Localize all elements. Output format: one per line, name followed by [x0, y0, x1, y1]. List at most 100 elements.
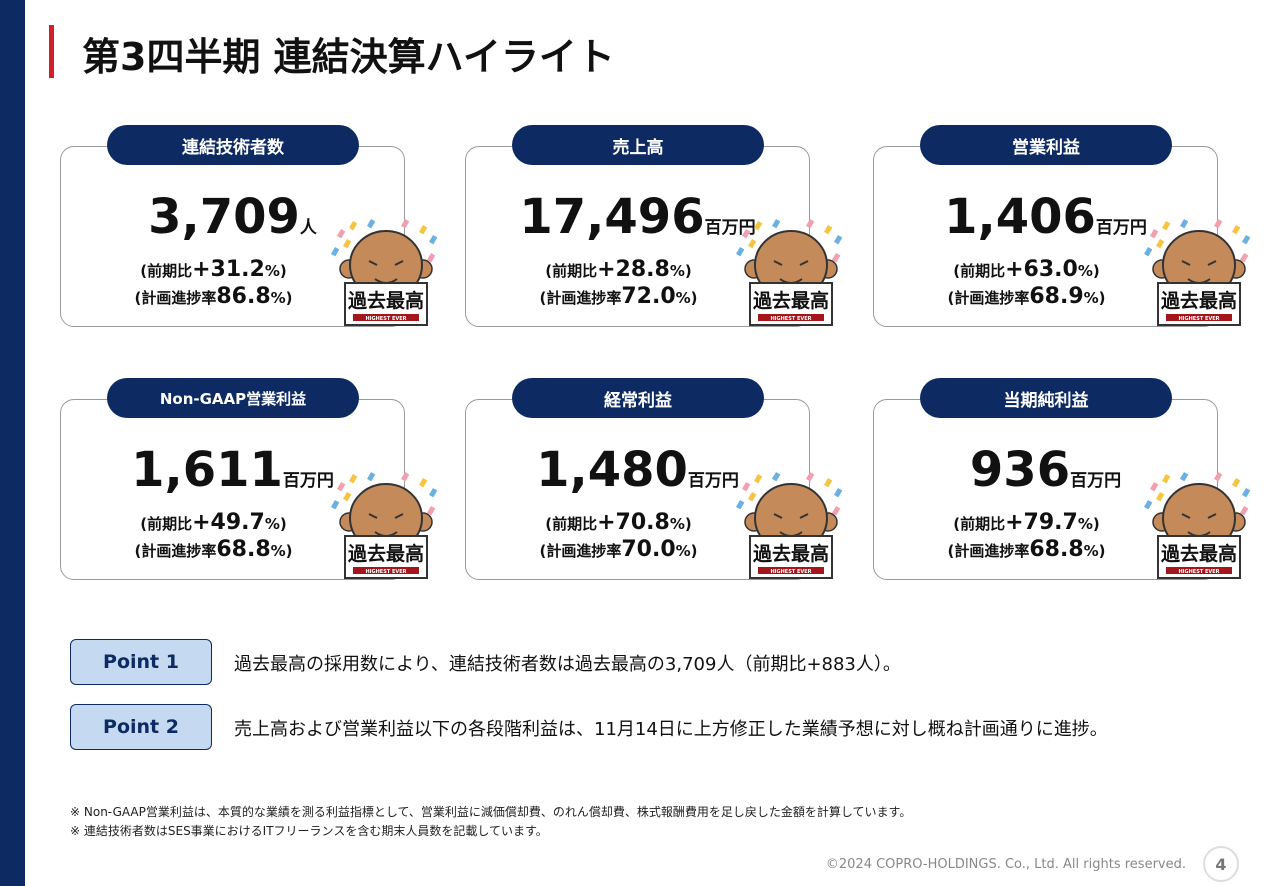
point-label: Point 2 [70, 704, 212, 750]
value-line: 17,496百万円 [466, 189, 809, 245]
yoy-line: (前期比+70.8%) [446, 510, 791, 535]
yoy-line: (前期比+28.8%) [446, 257, 791, 282]
note: ※ 連結技術者数はSES事業におけるITフリーランスを含む期末人員数を記載してい… [70, 824, 548, 838]
yoy-line: (前期比+79.7%) [854, 510, 1199, 535]
metric-card: 当期純利益 936百万円 (前期比+79.7%) (計画進捗率68.8%) 過去最高 HI… [873, 378, 1251, 580]
plan-line: (計画進捗率86.8%) [41, 284, 386, 309]
plan-value: 70.0 [621, 537, 676, 562]
note: ※ Non-GAAP営業利益は、本質的な業績を測る利益指標として、営業利益に減価… [70, 805, 912, 819]
metric-card: 連結技術者数 3,709人 (前期比+31.2%) (計画進捗率86.8%) 過去最高 H… [60, 125, 438, 327]
plan-unit: %) [1083, 289, 1106, 307]
plan-line: (計画進捗率72.0%) [446, 284, 791, 309]
metric-card: 経常利益 1,480百万円 (前期比+70.8%) (計画進捗率70.0%) 過去最高 H… [465, 378, 843, 580]
plan-label: (計画進捗率 [539, 289, 622, 307]
unit: 百万円 [282, 471, 334, 491]
metric-card: 営業利益 1,406百万円 (前期比+63.0%) (計画進捗率68.9%) 過去最高 H… [873, 125, 1251, 327]
plan-line: (計画進捗率68.8%) [854, 537, 1199, 562]
badge-sub: HIGHEST EVER [1178, 569, 1219, 575]
badge: 過去最高 [753, 542, 829, 565]
value: 1,480 [536, 442, 688, 498]
mascot: 過去最高 HIGHEST EVER [1144, 472, 1251, 579]
yoy-unit: %) [1077, 262, 1100, 280]
yoy-unit: %) [669, 262, 692, 280]
yoy-value: +70.8 [597, 510, 670, 535]
point-text: 売上高および営業利益以下の各段階利益は、11月14日に上方修正した業績予想に対し… [234, 719, 1108, 740]
badge: 過去最高 [1161, 289, 1237, 312]
plan-value: 68.9 [1029, 284, 1084, 309]
yoy-label: (前期比 [953, 262, 1006, 280]
yoy-value: +49.7 [192, 510, 265, 535]
plan-unit: %) [270, 289, 293, 307]
yoy-line: (前期比+49.7%) [41, 510, 386, 535]
metric-card: Non-GAAP営業利益 1,611百万円 (前期比+49.7%) (計画進捗率68.… [60, 378, 438, 580]
point-text: 過去最高の採用数により、連結技術者数は過去最高の3,709人（前期比+883人）… [234, 654, 901, 675]
card-label: 営業利益 [920, 125, 1172, 165]
metric-card: 売上高 17,496百万円 (前期比+28.8%) (計画進捗率72.0%) 過去最高 H… [465, 125, 843, 327]
value: 17,496 [519, 189, 705, 245]
badge-sub: HIGHEST EVER [1178, 316, 1219, 322]
card-label: Non-GAAP営業利益 [107, 378, 359, 418]
yoy-unit: %) [669, 515, 692, 533]
unit: 百万円 [687, 471, 739, 491]
plan-label: (計画進捗率 [134, 542, 217, 560]
plan-label: (計画進捗率 [947, 542, 1030, 560]
plan-value: 68.8 [216, 537, 271, 562]
value-line: 3,709人 [61, 189, 404, 245]
unit: 百万円 [1070, 471, 1122, 491]
plan-value: 72.0 [621, 284, 676, 309]
title-accent [49, 25, 54, 78]
value-line: 1,480百万円 [466, 442, 809, 498]
mascot: 過去最高 HIGHEST EVER [736, 472, 843, 579]
yoy-label: (前期比 [545, 262, 598, 280]
yoy-label: (前期比 [140, 262, 193, 280]
yoy-value: +31.2 [192, 257, 265, 282]
unit: 百万円 [704, 218, 756, 238]
card-label: 連結技術者数 [107, 125, 359, 165]
plan-label: (計画進捗率 [539, 542, 622, 560]
badge: 過去最高 [348, 289, 424, 312]
yoy-label: (前期比 [140, 515, 193, 533]
unit: 人 [299, 218, 317, 238]
plan-unit: %) [1083, 542, 1106, 560]
mascot: 過去最高 HIGHEST EVER [331, 472, 438, 579]
badge-sub: HIGHEST EVER [365, 316, 406, 322]
plan-line: (計画進捗率68.8%) [41, 537, 386, 562]
badge: 過去最高 [753, 289, 829, 312]
plan-label: (計画進捗率 [134, 289, 217, 307]
badge-sub: HIGHEST EVER [770, 569, 811, 575]
value-line: 1,406百万円 [874, 189, 1217, 245]
badge: 過去最高 [1161, 542, 1237, 565]
card-label: 経常利益 [512, 378, 764, 418]
plan-unit: %) [675, 542, 698, 560]
value: 3,709 [148, 189, 300, 245]
plan-unit: %) [675, 289, 698, 307]
badge-sub: HIGHEST EVER [365, 569, 406, 575]
side-bar [0, 0, 25, 886]
plan-value: 86.8 [216, 284, 271, 309]
yoy-unit: %) [264, 262, 287, 280]
value: 1,406 [944, 189, 1096, 245]
yoy-label: (前期比 [545, 515, 598, 533]
card-label: 売上高 [512, 125, 764, 165]
plan-line: (計画進捗率70.0%) [446, 537, 791, 562]
point-label: Point 1 [70, 639, 212, 685]
value-line: 936百万円 [874, 442, 1217, 498]
plan-value: 68.8 [1029, 537, 1084, 562]
title: 第3四半期 連結決算ハイライト [82, 35, 615, 79]
value: 1,611 [131, 442, 283, 498]
plan-label: (計画進捗率 [947, 289, 1030, 307]
yoy-value: +28.8 [597, 257, 670, 282]
value: 936 [969, 442, 1071, 498]
badge-sub: HIGHEST EVER [770, 316, 811, 322]
mascot: 過去最高 HIGHEST EVER [1144, 219, 1251, 326]
copyright: ©2024 COPRO-HOLDINGS. Co., Ltd. All righ… [825, 857, 1186, 872]
yoy-value: +79.7 [1005, 510, 1078, 535]
value-line: 1,611百万円 [61, 442, 404, 498]
yoy-value: +63.0 [1005, 257, 1078, 282]
plan-line: (計画進捗率68.9%) [854, 284, 1199, 309]
yoy-line: (前期比+31.2%) [41, 257, 386, 282]
page-number: 4 [1203, 846, 1239, 882]
mascot: 過去最高 HIGHEST EVER [736, 219, 843, 326]
yoy-label: (前期比 [953, 515, 1006, 533]
